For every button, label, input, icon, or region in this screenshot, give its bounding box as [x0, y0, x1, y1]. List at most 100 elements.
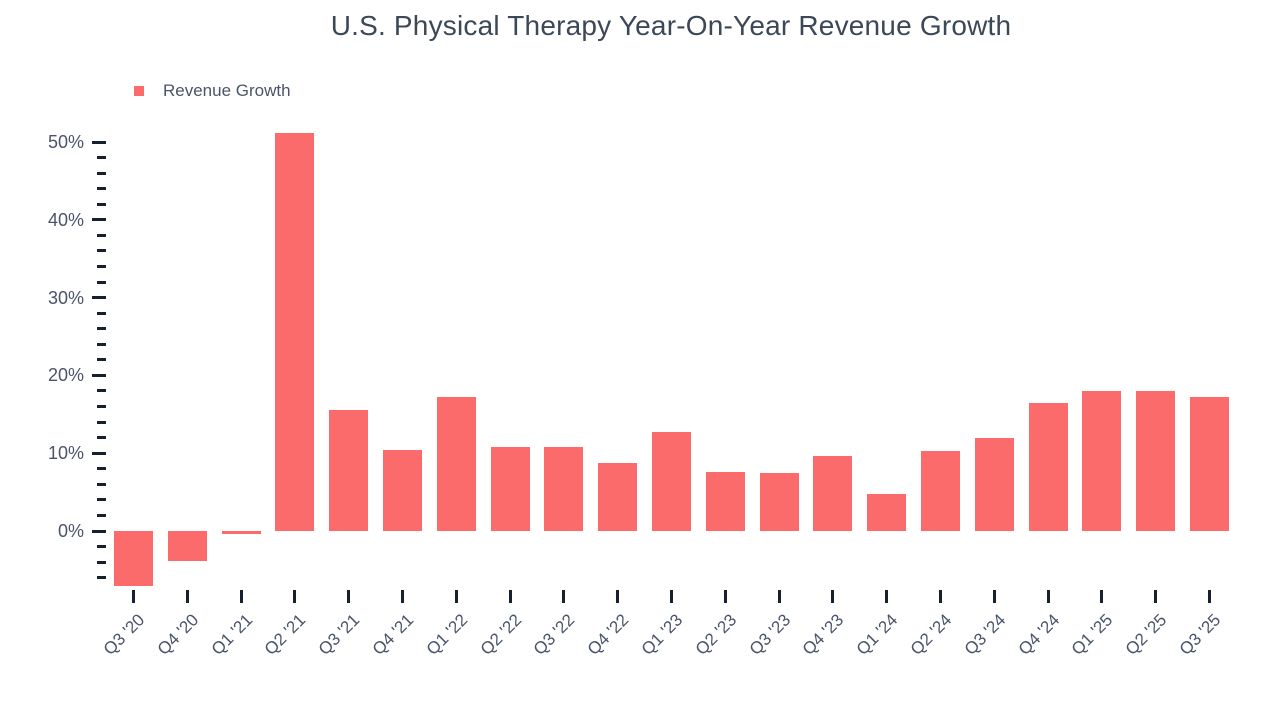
x-axis-tick — [992, 590, 996, 603]
y-axis-minor-tick — [97, 560, 106, 564]
y-axis-minor-tick — [97, 576, 106, 580]
x-axis-label: Q4 '21 — [368, 610, 418, 659]
x-axis-tick — [616, 590, 620, 603]
x-axis-label: Q2 '22 — [476, 610, 525, 659]
x-axis-tick — [1100, 590, 1104, 603]
x-axis-label: Q3 '22 — [530, 610, 579, 659]
y-axis-minor-tick — [97, 342, 106, 346]
y-axis-major-tick — [92, 529, 106, 533]
revenue-growth-bar — [1190, 397, 1229, 531]
revenue-growth-bar — [974, 438, 1014, 531]
legend-swatch-icon — [134, 86, 144, 96]
x-axis-tick — [239, 590, 243, 603]
revenue-growth-bar — [759, 473, 799, 531]
x-axis-label: Q4 '20 — [153, 610, 203, 659]
x-axis-label: Q1 '25 — [1068, 610, 1117, 659]
x-axis-tick — [1154, 590, 1158, 603]
y-axis-minor-tick — [97, 405, 106, 409]
revenue-growth-bar — [705, 471, 745, 531]
revenue-growth-bar — [275, 132, 315, 531]
y-axis-label: 30% — [47, 287, 84, 308]
x-axis-tick — [401, 590, 404, 603]
y-axis-minor-tick — [97, 545, 106, 549]
x-axis-tick — [132, 590, 135, 603]
y-axis-minor-tick — [97, 187, 106, 191]
y-axis-minor-tick — [97, 311, 106, 315]
y-axis-minor-tick — [97, 358, 106, 362]
y-axis-minor-tick — [97, 467, 106, 471]
revenue-growth-bar — [1028, 402, 1068, 531]
x-axis-tick — [1046, 590, 1050, 603]
y-axis-minor-tick — [97, 482, 106, 486]
revenue-growth-bar — [544, 446, 584, 531]
x-axis-tick — [885, 590, 889, 603]
y-axis-minor-tick — [97, 280, 106, 284]
x-axis-label: Q1 '22 — [422, 610, 472, 659]
y-axis-minor-tick — [97, 171, 106, 175]
x-axis-label: Q4 '24 — [1014, 610, 1063, 659]
revenue-growth-bar — [490, 446, 530, 531]
y-axis-minor-tick — [97, 156, 106, 160]
revenue-growth-bar — [329, 409, 369, 531]
y-axis-minor-tick — [97, 249, 106, 253]
x-axis-label: Q4 '23 — [799, 610, 848, 659]
x-axis-tick — [293, 590, 297, 603]
y-axis-minor-tick — [97, 513, 106, 517]
x-axis-tick — [185, 590, 189, 603]
legend: Revenue Growth — [134, 81, 291, 101]
x-axis-tick — [939, 590, 942, 603]
x-axis-tick — [508, 590, 512, 603]
x-axis-tick — [831, 590, 835, 603]
x-axis-tick — [723, 590, 727, 603]
x-axis-tick — [1208, 590, 1211, 603]
y-axis-minor-tick — [97, 420, 106, 424]
x-axis-label: Q3 '20 — [99, 610, 149, 659]
y-axis-label: 50% — [47, 132, 84, 152]
y-axis-minor-tick — [97, 202, 106, 206]
x-axis-tick — [670, 590, 673, 603]
x-axis-tick — [562, 590, 566, 603]
revenue-growth-bar — [221, 531, 261, 535]
y-axis-label: 20% — [47, 365, 84, 386]
y-axis-minor-tick — [97, 327, 106, 331]
y-axis-minor-tick — [97, 233, 106, 237]
y-axis-major-tick — [92, 140, 106, 144]
y-axis-major-tick — [92, 218, 106, 222]
y-axis-label: 40% — [47, 209, 84, 230]
x-axis-label: Q3 '21 — [314, 610, 364, 659]
y-axis-label: 10% — [47, 443, 84, 464]
y-axis-major-tick — [92, 296, 106, 300]
x-axis-label: Q2 '21 — [261, 610, 310, 659]
x-axis-label: Q3 '24 — [960, 610, 1010, 659]
x-axis-label: Q3 '23 — [745, 610, 794, 659]
revenue-growth-bar — [867, 493, 907, 531]
revenue-growth-bar — [383, 450, 422, 531]
revenue-growth-bar — [436, 397, 476, 531]
x-axis-label: Q1 '23 — [637, 610, 687, 659]
y-axis-minor-tick — [97, 498, 106, 502]
x-axis-label: Q3 '25 — [1175, 610, 1225, 659]
chart-title: U.S. Physical Therapy Year-On-Year Reven… — [330, 10, 1012, 41]
revenue-growth-bar — [1136, 390, 1176, 531]
x-axis-label: Q2 '23 — [691, 610, 741, 659]
x-axis-label: Q4 '22 — [583, 610, 633, 659]
revenue-growth-bar — [114, 531, 153, 587]
y-axis-minor-tick — [97, 436, 106, 440]
x-axis-label: Q1 '21 — [207, 610, 256, 659]
x-axis-label: Q2 '25 — [1121, 610, 1171, 659]
y-axis-label: 0% — [57, 521, 84, 541]
revenue-growth-bar — [921, 450, 960, 531]
revenue-growth-bar — [1082, 390, 1122, 531]
x-axis-tick — [347, 590, 351, 603]
revenue-growth-bar — [652, 432, 691, 531]
x-axis-tick — [454, 590, 458, 603]
y-axis-major-tick — [92, 373, 106, 377]
y-axis-major-tick — [92, 451, 106, 455]
revenue-growth-bar — [167, 531, 207, 561]
y-axis-minor-tick — [97, 264, 106, 268]
legend-label: Revenue Growth — [163, 81, 291, 100]
x-axis-label: Q2 '24 — [906, 610, 956, 659]
revenue-growth-bar — [813, 456, 853, 531]
y-axis-minor-tick — [97, 389, 106, 393]
